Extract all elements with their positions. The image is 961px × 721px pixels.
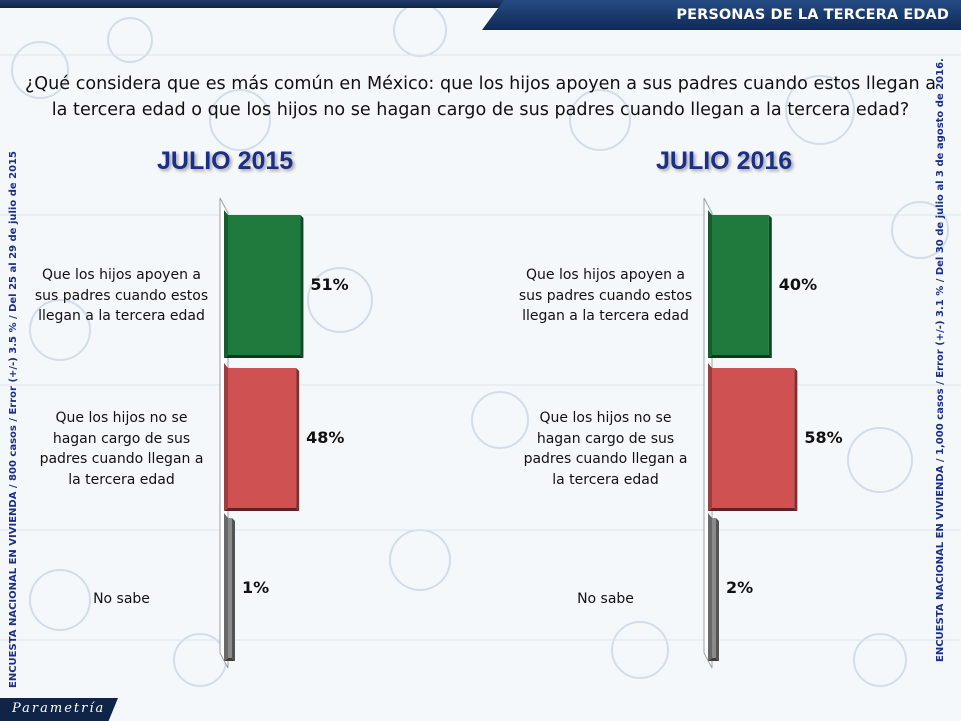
category-label-line: Que los hijos apoyen a — [526, 267, 685, 284]
bar-side — [794, 368, 798, 511]
category-label-line: padres cuando llegan a — [523, 451, 688, 467]
category-label: Que los hijos no se hagan cargo de sus pad… — [513, 408, 698, 490]
bar-side — [768, 215, 772, 358]
category-label: No sabe — [513, 589, 698, 610]
survey-question: ¿Qué considera que es más común en Méxic… — [20, 71, 941, 123]
category-label-line: Que los hijos apoyen a — [42, 267, 201, 284]
header-title: PERSONAS DE LA TERCERA EDAD — [676, 7, 949, 23]
data-label: 40% — [778, 275, 818, 294]
data-label: 51% — [310, 275, 349, 294]
category-label-line: hagan cargo de sus — [536, 430, 675, 447]
bar — [712, 368, 795, 508]
data-label: 1% — [242, 578, 270, 597]
category-label-line: sus padres cuando estos — [34, 287, 209, 304]
category-label-line: Que los hijos no se — [55, 410, 188, 426]
bar-edge — [708, 513, 712, 661]
panel-title-2015: JULIO 2015 — [157, 147, 294, 175]
category-label-line: la tercera edad — [552, 471, 659, 488]
category-label: Que los hijos apoyen a sus padres cuando … — [29, 265, 214, 327]
category-label: No sabe — [29, 589, 214, 610]
bar-edge — [224, 210, 228, 358]
category-label-line: No sabe — [577, 590, 634, 607]
category-label-line: padres cuando llegan a — [39, 451, 204, 467]
bar-edge — [224, 513, 228, 661]
data-label: 2% — [726, 578, 754, 597]
bar — [712, 518, 716, 658]
bar-side — [716, 518, 719, 661]
panel-title-2016: JULIO 2016 — [656, 147, 793, 175]
category-label-line: sus padres cuando estos — [518, 287, 693, 304]
data-label: 58% — [804, 428, 843, 447]
category-label-line: llegan a la tercera edad — [38, 308, 205, 325]
question-line-1: ¿Qué considera que es más común en Méxic… — [24, 74, 937, 94]
bar — [712, 215, 769, 355]
bar-edge — [224, 363, 228, 511]
bar — [228, 215, 301, 355]
bar-bottom — [708, 355, 772, 358]
logo-text: Parametría — [12, 701, 106, 716]
bar-bottom — [224, 658, 235, 661]
category-label: Que los hijos no se hagan cargo de sus pad… — [29, 408, 214, 490]
bar — [228, 518, 232, 658]
category-label: Que los hijos apoyen a sus padres cuando … — [513, 265, 698, 327]
category-label-line: No sabe — [93, 590, 150, 607]
bar-side — [232, 518, 235, 661]
bar-side — [300, 215, 304, 358]
top-bar — [0, 0, 961, 8]
bar — [228, 368, 297, 508]
category-label-line: Que los hijos no se — [539, 410, 672, 426]
bar-edge — [708, 363, 712, 511]
bar-bottom — [708, 658, 719, 661]
bar-bottom — [224, 355, 304, 358]
category-label-line: la tercera edad — [68, 471, 175, 488]
category-label-line: llegan a la tercera edad — [522, 308, 689, 325]
data-label: 48% — [306, 428, 345, 447]
bar-edge — [708, 210, 712, 358]
bar-bottom — [708, 508, 798, 511]
parametria-logo: Parametría — [0, 698, 118, 721]
header-tab: PERSONAS DE LA TERCERA EDAD — [482, 0, 961, 30]
bar-side — [296, 368, 300, 511]
question-line-2: la tercera edad o que los hijos no se ha… — [51, 100, 910, 120]
category-label-line: hagan cargo de sus — [52, 430, 191, 447]
bar-bottom — [224, 508, 300, 511]
